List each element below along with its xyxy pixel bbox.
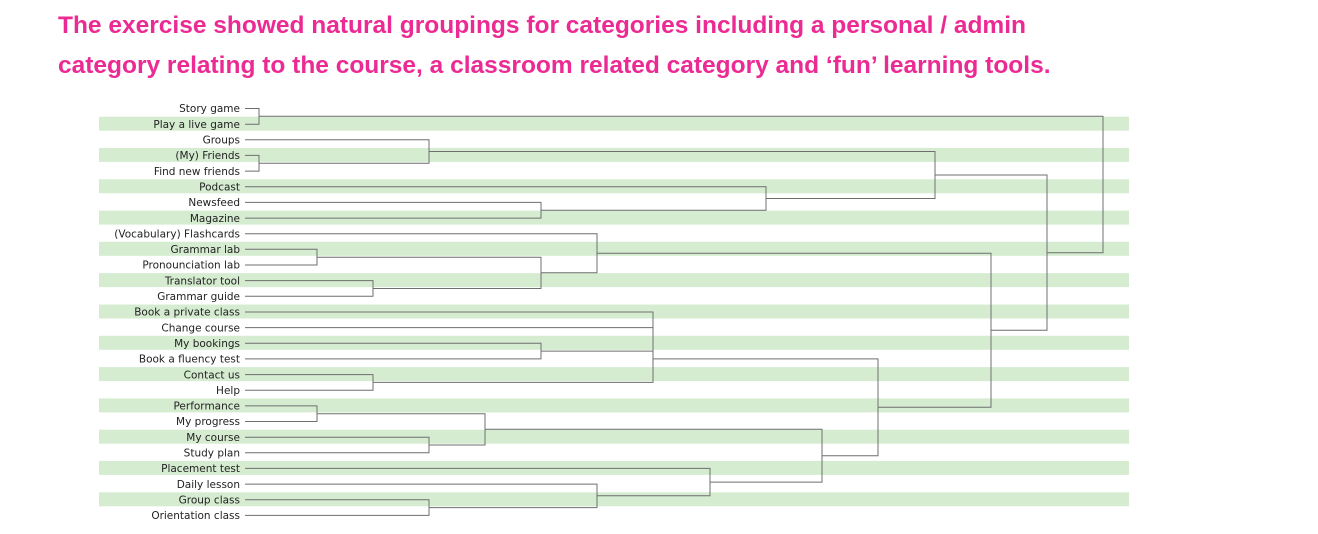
- leaf-label: Book a fluency test: [139, 354, 240, 366]
- leaf-label: (Vocabulary) Flashcards: [114, 228, 240, 240]
- row-band: [99, 367, 1129, 382]
- leaf-label: Help: [216, 385, 240, 397]
- leaf-label: Newsfeed: [188, 197, 240, 209]
- leaf-label: Change course: [161, 322, 240, 334]
- leaf-label: My course: [186, 432, 240, 444]
- cluster-link: [373, 335, 654, 383]
- cluster-links: [245, 108, 1104, 516]
- leaf-label: Groups: [203, 135, 240, 147]
- leaf-label: Pronounciation lab: [142, 260, 240, 272]
- headline: The exercise showed natural groupings fo…: [58, 6, 1298, 86]
- row-band: [99, 398, 1129, 413]
- leaf-label: Study plan: [184, 448, 240, 460]
- cluster-link: [259, 115, 1104, 254]
- leaf-label: Daily lesson: [177, 479, 240, 491]
- row-band: [99, 241, 1129, 256]
- leaf-label: Contact us: [184, 369, 240, 381]
- leaf-label: Grammar guide: [157, 291, 240, 303]
- leaf-label: Book a private class: [134, 307, 240, 319]
- leaf-label: Play a live game: [153, 119, 240, 131]
- leaf-label: My progress: [176, 416, 240, 428]
- leaf-label: Group class: [179, 494, 240, 506]
- leaf-label: Orientation class: [151, 510, 240, 522]
- leaf-label: Podcast: [199, 181, 240, 193]
- row-labels: Story game Play a live game Groups (My) Fri…: [114, 103, 240, 522]
- leaf-label: Placement test: [161, 463, 240, 475]
- leaf-label: Magazine: [190, 213, 240, 225]
- leaf-label: Find new friends: [154, 166, 240, 178]
- row-band: [99, 210, 1129, 225]
- row-band: [99, 273, 1129, 288]
- row-band: [99, 492, 1129, 507]
- leaf-label: (My) Friends: [175, 150, 240, 162]
- leaf-label: Performance: [173, 401, 240, 413]
- headline-line-2: category relating to the course, a class…: [58, 52, 1051, 79]
- row-band: [99, 335, 1129, 350]
- leaf-label: Story game: [179, 103, 240, 115]
- row-band: [99, 116, 1129, 131]
- row-band: [99, 429, 1129, 444]
- leaf-label: Grammar lab: [171, 244, 241, 256]
- leaf-label: Translator tool: [164, 275, 240, 287]
- headline-line-1: The exercise showed natural groupings fo…: [58, 12, 1026, 39]
- leaf-label: My bookings: [174, 338, 240, 350]
